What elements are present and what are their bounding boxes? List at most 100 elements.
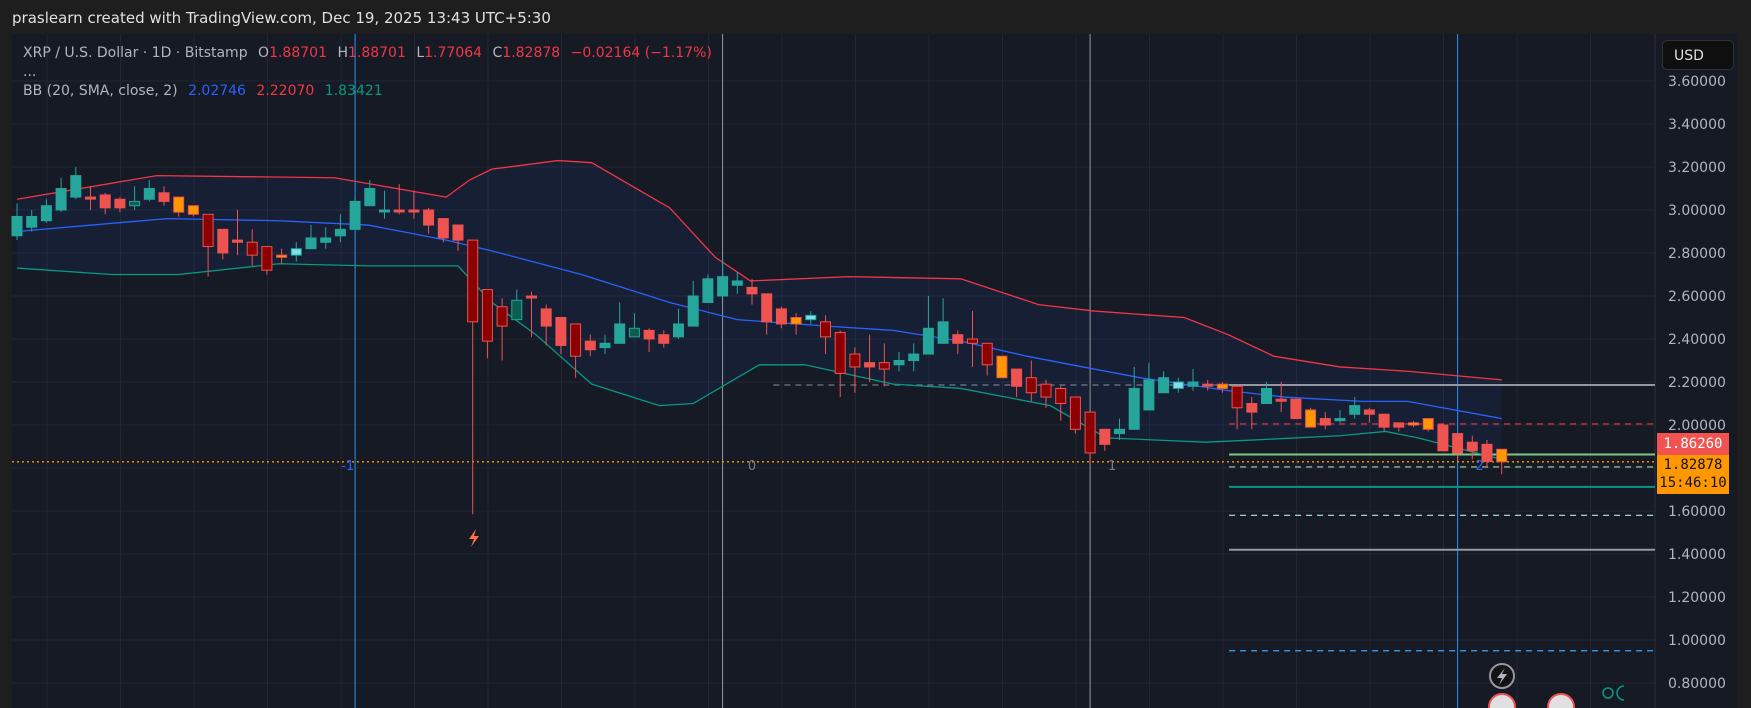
candle-body [1143, 379, 1155, 411]
candle-body [1408, 422, 1419, 426]
candle-body [981, 342, 993, 366]
candle-body [599, 342, 611, 349]
candle-body [290, 248, 302, 256]
candle-body [526, 295, 537, 299]
candle-body [1275, 398, 1287, 402]
candle-body [1290, 398, 1302, 420]
candle-body [570, 323, 582, 357]
price-tick-label: 1.20000 [1668, 590, 1726, 606]
level-price-badge: 1.86260 [1657, 433, 1729, 455]
price-tick-label: 1.00000 [1668, 633, 1726, 649]
close-value: 1.82878 [502, 45, 561, 61]
bar-countdown: 15:46:10 [1659, 475, 1727, 491]
candle-body [922, 327, 934, 355]
candle-body [1099, 428, 1111, 445]
low-label: L [416, 45, 425, 61]
candle-body [878, 362, 890, 370]
bb-label: BB (20, SMA, close, 2) [23, 83, 178, 99]
candle-body [187, 205, 199, 215]
symbol-title[interactable]: XRP / U.S. Dollar · 1D · Bitstamp [23, 45, 248, 61]
candle-body [217, 228, 229, 254]
candle-body [849, 353, 861, 368]
candle-body [1158, 377, 1170, 394]
candle-body [643, 329, 655, 340]
open-value: 1.88701 [269, 45, 327, 61]
us-flag-event-icon [1488, 693, 1516, 708]
candle-body [1069, 396, 1081, 430]
candle-body [908, 353, 920, 361]
candle-body [143, 188, 155, 200]
candle-body [1378, 413, 1390, 428]
price-tick-label: 3.40000 [1668, 117, 1726, 133]
candle-body [1011, 368, 1023, 387]
high-value: 1.88701 [347, 45, 406, 61]
candle-body [746, 286, 758, 295]
candle-body [790, 317, 802, 325]
candle-body [1319, 418, 1331, 426]
candle-body [1055, 387, 1067, 405]
more-button[interactable]: ... [23, 64, 37, 80]
candle-body [423, 209, 435, 226]
right-edge [1737, 34, 1751, 708]
moon-icon [1616, 685, 1625, 701]
price-tick-label: 0.80000 [1668, 676, 1726, 692]
candle-body [261, 246, 273, 271]
candle-body [452, 224, 464, 241]
candle-body [1305, 409, 1317, 428]
candle-body [437, 218, 449, 239]
candle-body [173, 196, 185, 213]
candle-body [937, 321, 949, 344]
candle-body [1466, 441, 1478, 452]
last-price-value: 1.82878 [1663, 457, 1723, 473]
candle-body [1172, 381, 1184, 389]
candle-body [717, 276, 729, 297]
candle-body [540, 308, 552, 327]
cycle-label: 0 [748, 459, 756, 474]
lightning-glyph-icon [1497, 668, 1507, 685]
last-price-badge: 1.82878 15:46:10 [1657, 455, 1729, 494]
price-tick-label: 3.60000 [1668, 74, 1726, 90]
candle-body [320, 237, 332, 243]
open-label: O [258, 45, 270, 61]
candle-body [70, 175, 82, 198]
candle-body [1084, 411, 1096, 454]
price-tick-label: 3.00000 [1668, 203, 1726, 219]
candle-body [393, 209, 405, 213]
candle-body [820, 321, 831, 338]
price-tick-label: 2.00000 [1668, 418, 1726, 434]
candle-body [1040, 383, 1052, 398]
candle-body [496, 306, 508, 327]
candle-body [1202, 383, 1214, 387]
candle-body [1393, 422, 1405, 428]
lightning-icon [469, 529, 479, 547]
bb-basis-line [16, 217, 1502, 420]
candle-body [555, 317, 567, 346]
high-label: H [337, 45, 348, 61]
candle-body [1231, 385, 1243, 409]
currency-button[interactable]: USD [1662, 40, 1734, 70]
chart-legend: XRP / U.S. Dollar · 1D · Bitstamp O1.887… [23, 44, 712, 101]
candle-body [481, 289, 493, 342]
cycle-label: 1 [1108, 459, 1116, 474]
candle-body [276, 254, 288, 258]
candle-body [40, 205, 52, 222]
candle-body [1452, 433, 1464, 454]
bb-lower-line [16, 263, 1502, 461]
candle-body [26, 215, 38, 228]
cycle-label: 2 [1476, 459, 1484, 474]
candle-body [1261, 387, 1272, 405]
candle-body [364, 188, 376, 207]
candle-body [408, 209, 420, 213]
candle-body [687, 295, 699, 327]
candle-body [379, 209, 390, 213]
price-tick-label: 3.20000 [1668, 160, 1726, 176]
bb-basis-value: 2.02746 [188, 83, 246, 99]
candle-body [702, 278, 714, 303]
chart-pane[interactable] [12, 34, 1737, 708]
sun-icon [1602, 687, 1614, 699]
bb-indicator-row[interactable]: BB (20, SMA, close, 2) 2.02746 2.22070 1… [23, 82, 712, 101]
price-tick-label: 2.40000 [1668, 332, 1726, 348]
candle-body [85, 196, 96, 200]
us-flag-event-icon [1547, 693, 1575, 708]
